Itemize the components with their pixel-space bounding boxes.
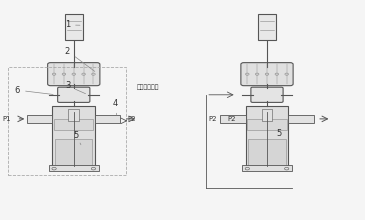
Text: 1: 1 [65,20,80,29]
Bar [27,115,52,123]
Bar [246,106,288,167]
Bar [247,119,287,130]
Text: 3: 3 [65,81,85,94]
Bar [54,119,93,130]
Bar [65,15,83,40]
Bar [95,115,120,123]
Bar [258,15,276,40]
Bar [262,109,272,121]
Bar [249,139,285,167]
Bar [55,139,92,167]
Text: P2: P2 [127,116,136,122]
Text: P1: P1 [3,116,11,122]
Text: 4: 4 [113,99,118,115]
Bar [52,106,95,167]
Text: 6: 6 [15,86,53,95]
Bar [8,67,126,175]
FancyBboxPatch shape [58,87,90,102]
Bar [242,165,292,171]
Text: 供氮裝置閥前: 供氮裝置閥前 [137,85,159,90]
Text: 5: 5 [276,129,281,138]
FancyBboxPatch shape [48,63,100,86]
Text: 2: 2 [65,46,95,72]
Bar [220,115,246,123]
Text: P2: P2 [228,116,236,122]
FancyBboxPatch shape [251,87,283,102]
Bar [68,109,79,121]
Text: P2: P2 [208,116,217,122]
Text: 5: 5 [74,131,81,145]
FancyBboxPatch shape [241,63,293,86]
Bar [288,115,314,123]
Bar [49,165,99,171]
